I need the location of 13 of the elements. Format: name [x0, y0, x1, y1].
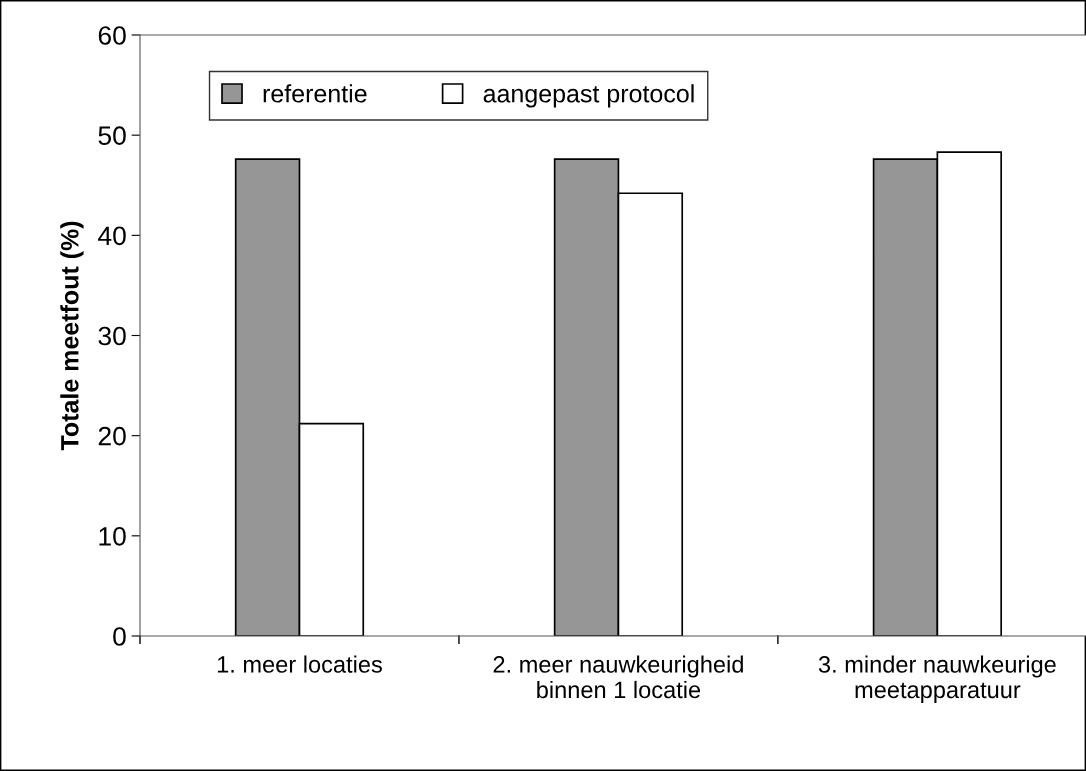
- y-axis-title: Totale meetfout (%): [60, 221, 84, 451]
- x-tick-label: 2. meer nauwkeurigheid binnen 1 locatie: [493, 655, 743, 699]
- y-tick-label: 10: [99, 526, 126, 546]
- y-tick-label: 0: [113, 627, 126, 646]
- y-tick-label: 20: [98, 426, 126, 446]
- y-tick-label: 40: [98, 226, 126, 246]
- y-tick-label: 30: [98, 326, 126, 346]
- legend-label: aangepast protocol: [483, 84, 694, 108]
- legend-label: referentie: [263, 84, 367, 103]
- y-tick-label: 60: [98, 26, 126, 45]
- x-tick-label: 1. meer locaties: [217, 655, 382, 673]
- x-tick-label: 3. minder nauwkeurige meetapparatuur: [818, 655, 1056, 703]
- y-tick-label: 50: [98, 126, 126, 145]
